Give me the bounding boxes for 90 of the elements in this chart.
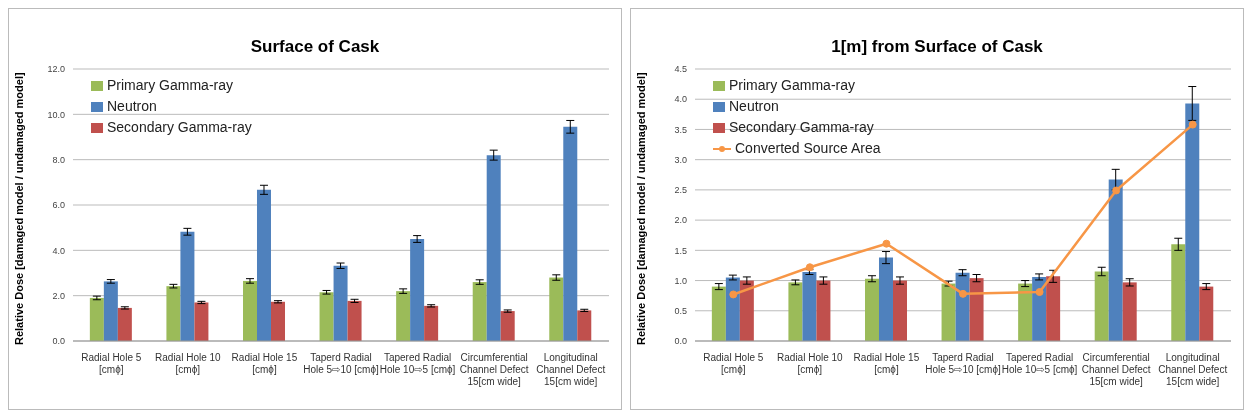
bar [878,257,893,341]
point [729,290,738,299]
bar [1108,179,1123,341]
bar [788,282,803,341]
bar [424,305,439,341]
point [882,239,891,248]
legend-label: Primary Gamma-ray [107,76,234,95]
bar [955,272,970,341]
legend-label: Primary Gamma-ray [729,76,856,95]
bar [500,311,515,341]
bar [256,189,271,341]
y-tick-label: 10.0 [47,109,65,120]
bar [270,301,285,341]
y-tick-label: 2.0 [52,290,65,301]
y-tick-label: 4.0 [674,94,687,105]
bar [1018,283,1033,341]
bar [89,297,104,341]
x-tick-label: Taperd Radial Hole 5⇨10 [cmϕ] [925,352,1002,375]
y-tick-label: 2.5 [674,185,687,196]
x-tick-label: Taperd Radial Hole 5⇨10 [cmϕ] [303,352,380,375]
legend-label: Secondary Gamma-ray [729,118,874,137]
legend-label: Secondary Gamma-ray [107,118,252,137]
bar [396,291,411,341]
bar [577,310,592,341]
y-tick-label: 4.5 [674,64,687,75]
bar [563,126,578,341]
bar [103,281,118,341]
bar [549,277,564,341]
bar [347,300,362,341]
bar [410,239,425,341]
x-tick-label: Circumferential Channel Defect 15[cm wide] [1081,352,1151,387]
y-tick-label: 1.0 [674,275,687,286]
y-tick-label: 3.0 [674,154,687,165]
point [1035,288,1044,297]
y-tick-label: 1.5 [674,245,687,256]
x-tick-label: Radial Hole 5 [cmϕ] [81,352,142,375]
bar [1185,103,1200,341]
bar [711,286,726,341]
point [805,263,814,272]
bar [1094,271,1109,341]
legend-label: Neutron [107,97,157,116]
y-tick-label: 2.0 [674,215,687,226]
bar [486,155,501,341]
chart-title: Surface of Cask [249,37,381,57]
x-tick-label: Radial Hole 10 [cmϕ] [777,352,844,375]
x-tick-label: Radial Hole 15 [cmϕ] [231,352,298,375]
bar [1122,282,1137,341]
point [1188,120,1197,129]
bar [725,277,740,341]
bar [739,280,754,341]
bar [1046,276,1061,341]
y-tick-label: 0.0 [52,336,65,347]
y-tick-label: 0.0 [674,336,687,347]
y-tick-label: 8.0 [52,154,65,165]
x-tick-label: Tapered Radial Hole 10⇨5 [cmϕ] [379,352,456,375]
bar [1199,286,1214,341]
legend-label: Converted Source Area [735,139,881,158]
bar [117,307,132,341]
bar [242,280,257,341]
point [1112,186,1121,195]
bar [941,283,956,341]
point [959,289,967,298]
legend-label: Neutron [729,97,779,116]
bar [1171,244,1186,341]
bar [892,280,907,341]
bar [864,278,879,341]
x-tick-label: Radial Hole 5 [cmϕ] [703,352,764,375]
bar [333,265,348,341]
x-tick-label: Radial Hole 10 [cmϕ] [155,352,222,375]
y-axis-title: Relative Dose [damaged model / undamaged model] [634,72,647,345]
x-tick-label: Tapered Radial Hole 10⇨5 [cmϕ] [1001,352,1078,375]
x-tick-label: Longitudinal Channel Defect 15[cm wide] [1158,352,1228,387]
chart-title: 1[m] from Surface of Cask [830,37,1044,57]
bar [194,302,209,341]
bar [472,282,487,341]
bar [802,272,817,341]
y-tick-label: 0.5 [674,305,687,316]
y-tick-label: 6.0 [52,200,65,211]
x-tick-label: Circumferential Channel Defect 15[cm wide] [459,352,529,387]
bar [816,280,831,341]
bar [319,292,334,341]
bar [166,286,181,341]
bar [180,231,195,341]
y-tick-label: 12.0 [47,64,65,75]
y-tick-label: 4.0 [52,245,65,256]
y-tick-label: 3.5 [674,124,687,135]
bar [969,278,984,341]
x-tick-label: Radial Hole 15 [cmϕ] [853,352,920,375]
y-axis-title: Relative Dose [damaged model / undamaged model] [12,72,25,345]
x-tick-label: Longitudinal Channel Defect 15[cm wide] [536,352,606,387]
